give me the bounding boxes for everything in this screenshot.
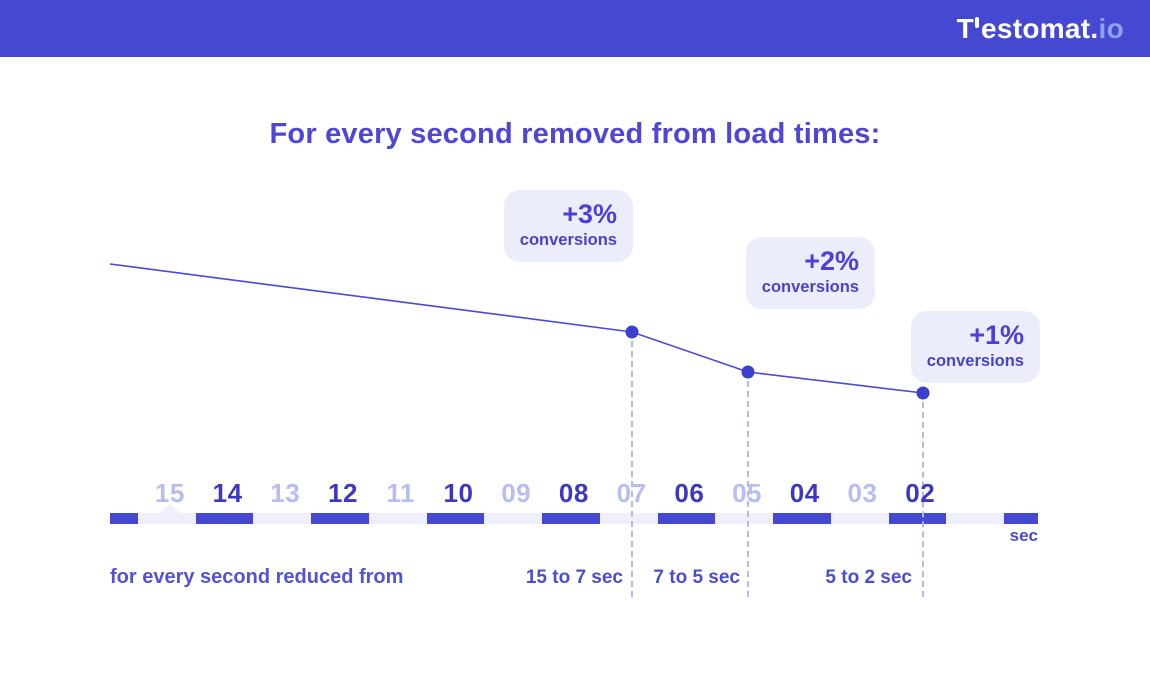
badge-plus3-conversions: +3% conversions — [503, 190, 633, 262]
x-axis-ticks: 15 14 13 12 11 10 09 08 07 06 05 04 03 02 — [141, 478, 949, 509]
data-point-5s — [741, 365, 755, 379]
axis-bar-segment — [368, 513, 427, 524]
badge-label: conversions — [926, 352, 1024, 371]
axis-tick-08: 08 — [558, 478, 589, 508]
marker-dashed-line-2s — [922, 402, 924, 597]
axis-bar-segment — [110, 513, 138, 524]
badge-delta: +2% — [804, 246, 859, 276]
range-label-5-to-2: 5 to 2 sec — [825, 567, 912, 588]
range-label-7-to-5: 7 to 5 sec — [653, 567, 740, 588]
axis-bar-segment — [542, 513, 600, 524]
axis-bar-segment — [253, 513, 312, 524]
axis-tick-12: 12 — [328, 478, 358, 508]
axis-tick-15: 15 — [154, 478, 185, 508]
badge-delta: +3% — [562, 199, 617, 229]
axis-bar-segment — [946, 513, 1005, 524]
axis-bar-segment — [773, 513, 831, 524]
axis-tick-07: 07 — [616, 478, 647, 508]
axis-tick-05: 05 — [732, 478, 762, 508]
axis-tick-02: 02 — [905, 478, 936, 508]
axis-unit-label: sec — [1009, 526, 1038, 545]
axis-tick-06: 06 — [674, 478, 705, 508]
axis-bar-segment — [1004, 513, 1039, 524]
axis-bar-segment — [715, 513, 774, 524]
axis-bar-segment — [888, 513, 947, 524]
badge-plus2-conversions: +2% conversions — [745, 237, 875, 309]
data-point-2s — [916, 386, 930, 400]
logo-text: estomat. — [980, 12, 1099, 44]
axis-bar-segment — [311, 513, 369, 524]
axis-tick-10: 10 — [443, 478, 474, 508]
axis-bar-segment — [138, 513, 196, 524]
header-bar: T estomat. io — [0, 0, 1150, 57]
marker-dashed-line-7s — [631, 341, 633, 597]
data-point-7s — [625, 325, 639, 339]
axis-tick-11: 11 — [386, 478, 415, 508]
axis-start-notch — [160, 504, 180, 513]
axis-bar-segment — [484, 513, 543, 524]
logo[interactable]: T estomat. io — [957, 13, 1124, 45]
marker-dashed-line-5s — [747, 381, 749, 597]
footer-lead-text: for every second reduced from — [110, 566, 404, 588]
badge-label: conversions — [519, 231, 617, 250]
axis-tick-14: 14 — [212, 478, 243, 508]
logo-tick — [974, 16, 979, 28]
axis-tick-03: 03 — [847, 478, 878, 508]
page-title: For every second removed from load times… — [269, 118, 881, 150]
badge-delta: +1% — [969, 320, 1024, 350]
range-label-15-to-7: 15 to 7 sec — [525, 567, 623, 588]
axis-bar-segment — [195, 513, 254, 524]
logo-io: io — [1098, 12, 1124, 44]
axis-bar-segment — [830, 513, 889, 524]
axis-bar-segment — [657, 513, 716, 524]
axis-bar-segment — [426, 513, 485, 524]
axis-bar-segment — [599, 513, 658, 524]
axis-tick-13: 13 — [270, 478, 301, 508]
badge-label: conversions — [761, 278, 859, 297]
axis-tick-04: 04 — [789, 478, 820, 508]
axis-tick-09: 09 — [501, 478, 532, 508]
badge-plus1-conversions: +1% conversions — [910, 311, 1040, 383]
logo-letter-t: T — [956, 12, 974, 44]
x-axis-bar — [110, 513, 1039, 524]
